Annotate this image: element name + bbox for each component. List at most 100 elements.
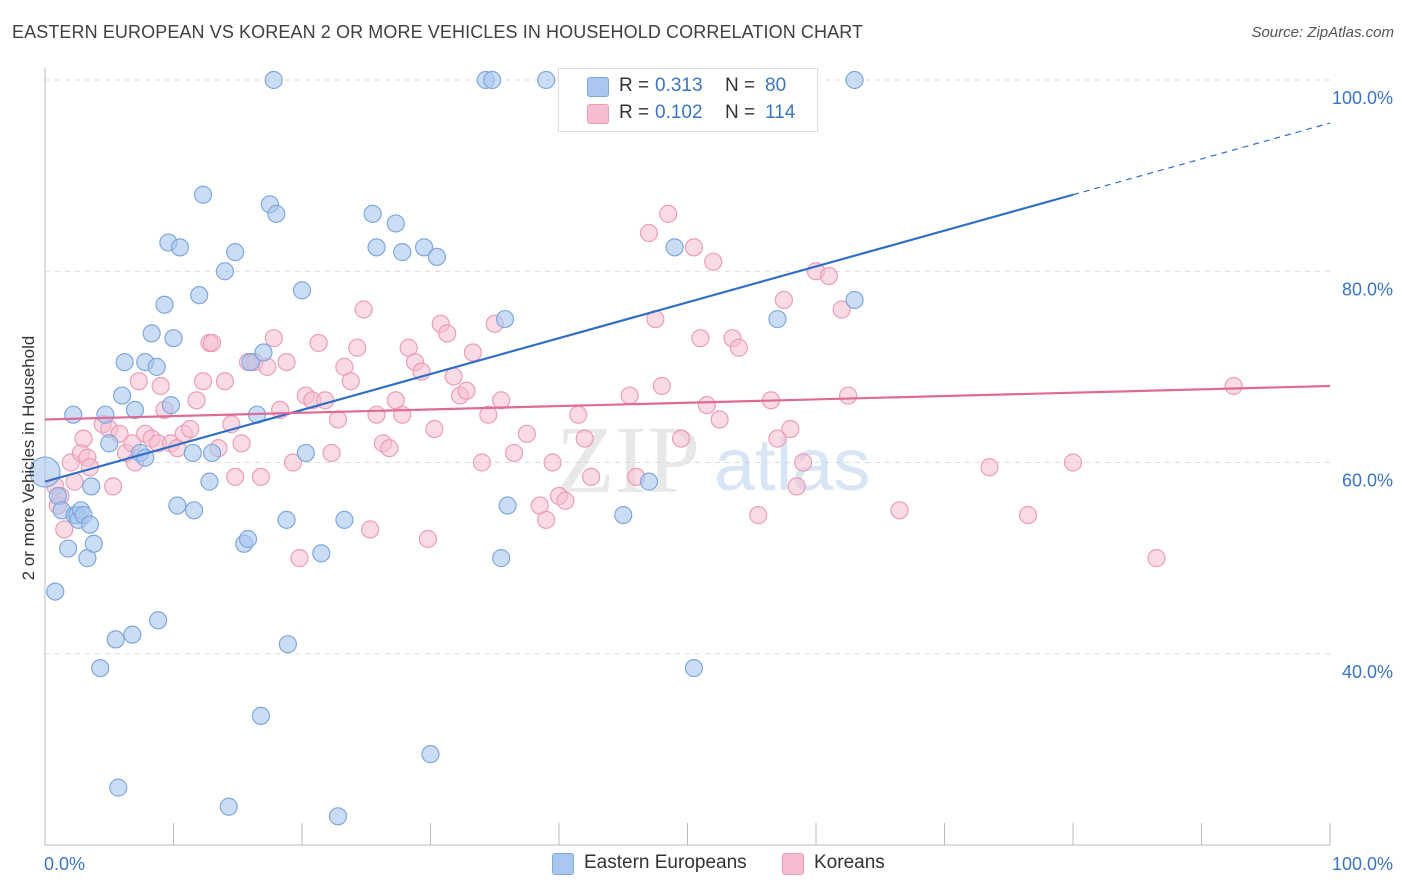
point-eastern-europeans <box>684 658 704 678</box>
point-eastern-europeans <box>614 505 633 525</box>
point-eastern-europeans <box>168 496 187 515</box>
point-koreans <box>322 443 341 463</box>
point-koreans <box>328 410 348 429</box>
point-koreans <box>367 405 386 424</box>
point-koreans <box>684 238 704 257</box>
point-koreans <box>582 467 601 486</box>
r-label: R = <box>619 75 650 96</box>
watermark-zip: ZIP <box>556 406 700 513</box>
watermark: ZIP atlas <box>556 406 870 513</box>
point-eastern-europeans <box>537 70 556 90</box>
point-koreans <box>444 367 463 386</box>
point-koreans <box>438 324 457 343</box>
point-eastern-europeans <box>84 534 103 553</box>
point-eastern-europeans <box>100 434 119 453</box>
point-koreans <box>418 529 438 549</box>
point-koreans <box>181 419 200 439</box>
point-eastern-europeans <box>226 243 245 262</box>
y-axis-title: 2 or more Vehicles in Household <box>19 336 38 581</box>
axis-labels: 40.0% 60.0% 80.0% 100.0% 0.0% 100.0% 2 or more… <box>19 88 1393 874</box>
x-tick-label: 100.0% <box>1332 854 1393 874</box>
point-eastern-europeans <box>292 281 312 300</box>
point-eastern-europeans <box>492 549 511 568</box>
point-koreans <box>187 391 206 410</box>
point-koreans <box>1063 453 1083 472</box>
point-eastern-europeans <box>91 658 110 678</box>
point-koreans <box>517 424 536 443</box>
legend-label: Koreans <box>814 852 885 873</box>
chart-title: EASTERN EUROPEAN VS KOREAN 2 OR MORE VEH… <box>12 22 864 42</box>
point-koreans <box>569 405 588 424</box>
point-eastern-europeans <box>312 544 331 563</box>
point-eastern-europeans <box>193 185 213 204</box>
point-koreans <box>1147 549 1166 568</box>
point-koreans <box>202 333 222 353</box>
point-eastern-europeans <box>46 582 65 601</box>
point-koreans <box>781 419 800 439</box>
legend-label: Eastern Europeans <box>584 852 747 873</box>
point-koreans <box>659 204 678 223</box>
point-eastern-europeans <box>215 262 234 281</box>
y-tick-label: 100.0% <box>1332 88 1393 108</box>
point-koreans <box>193 372 213 391</box>
point-eastern-europeans <box>421 745 440 764</box>
point-koreans <box>794 453 813 472</box>
point-koreans <box>704 252 723 271</box>
point-eastern-europeans <box>498 496 517 515</box>
x-tick-label: 0.0% <box>44 854 85 874</box>
point-koreans <box>463 343 483 362</box>
point-koreans <box>226 467 245 486</box>
point-koreans <box>556 491 575 510</box>
point-koreans <box>354 300 373 319</box>
point-koreans <box>232 434 251 453</box>
point-eastern-europeans <box>367 238 386 257</box>
point-eastern-europeans <box>170 238 190 257</box>
point-eastern-europeans <box>147 357 166 376</box>
trend-line-koreans <box>44 384 1331 421</box>
point-koreans <box>104 477 123 496</box>
point-eastern-europeans <box>278 635 297 654</box>
point-koreans <box>283 453 303 472</box>
point-koreans <box>537 510 556 529</box>
point-koreans <box>639 223 659 243</box>
point-koreans <box>393 405 412 424</box>
point-eastern-europeans <box>64 405 83 424</box>
y-tick-label: 60.0% <box>1342 471 1393 491</box>
point-eastern-europeans <box>495 309 515 329</box>
point-koreans <box>787 477 806 496</box>
point-koreans <box>457 381 476 400</box>
point-koreans <box>839 386 858 405</box>
point-eastern-europeans <box>639 472 659 491</box>
point-eastern-europeans <box>238 529 258 549</box>
trend-line-eastern-europeans <box>44 193 1074 483</box>
point-koreans <box>74 429 93 448</box>
point-eastern-europeans <box>161 396 181 415</box>
point-koreans <box>774 290 793 310</box>
n-label: N = <box>725 75 756 96</box>
point-eastern-europeans <box>335 510 354 529</box>
r-value: 0.102 <box>655 102 703 123</box>
point-eastern-europeans <box>427 247 447 267</box>
point-koreans <box>832 300 851 319</box>
point-koreans <box>55 520 74 539</box>
point-eastern-europeans <box>202 443 222 463</box>
point-eastern-europeans <box>768 309 787 329</box>
point-koreans <box>341 372 360 391</box>
point-eastern-europeans <box>296 443 315 463</box>
n-value: 80 <box>765 75 787 96</box>
point-koreans <box>361 520 380 539</box>
point-eastern-europeans <box>200 472 219 491</box>
point-koreans <box>479 405 498 424</box>
point-koreans <box>749 505 768 525</box>
point-eastern-europeans <box>264 70 283 90</box>
point-eastern-europeans <box>125 400 145 420</box>
point-eastern-europeans <box>665 238 684 257</box>
point-eastern-europeans <box>251 706 270 726</box>
point-eastern-europeans <box>148 611 168 630</box>
point-eastern-europeans <box>845 70 864 90</box>
swatch-blue <box>587 77 609 97</box>
point-koreans <box>729 338 749 357</box>
point-koreans <box>890 501 909 520</box>
legend-swatch-blue <box>552 853 574 875</box>
